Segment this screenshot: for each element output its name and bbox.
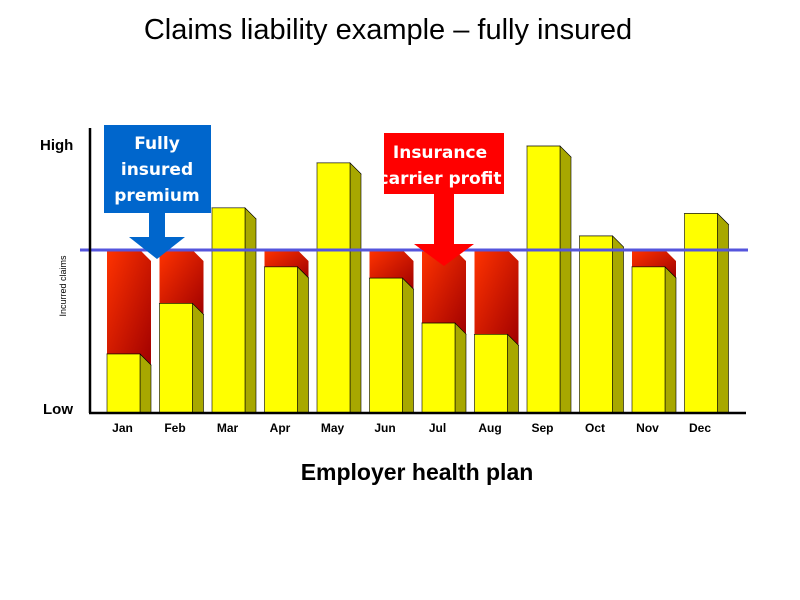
bar-sep <box>526 145 561 414</box>
bar-may <box>316 162 351 414</box>
profit-callout: Insurance carrier profit <box>379 133 504 266</box>
x-tick-label-may: May <box>321 421 345 435</box>
bar-feb <box>159 303 193 414</box>
y-tick-high: High <box>40 137 73 154</box>
profit-callout-line-1: Insurance <box>393 143 487 163</box>
premium-callout-line-1: Fully <box>134 134 180 154</box>
profit-callout-line-2: carrier profit <box>379 169 502 189</box>
y-tick-low: Low <box>43 401 73 418</box>
premium-callout-arrow <box>104 125 211 259</box>
bar-side-apr <box>297 266 309 414</box>
profit-segment-jan <box>107 250 151 365</box>
bar-aug <box>474 334 508 414</box>
axes <box>88 128 746 415</box>
bar-side-oct <box>612 235 624 414</box>
x-tick-labels: Jan Feb Mar Apr May Jun Jul Aug Sep Oct Nov Dec <box>112 421 711 435</box>
profit-segment-jul <box>422 250 466 335</box>
bar-side-jul <box>454 322 467 414</box>
chart-title: Claims liability example – fully insured <box>143 14 633 46</box>
bar-side-may <box>349 162 362 414</box>
x-axis-label: Employer health plan <box>301 459 534 485</box>
bar-jun <box>369 277 403 414</box>
x-tick-label-jun: Jun <box>374 421 395 435</box>
premium-callout-line-3: premium <box>114 186 199 206</box>
bar-jul <box>421 322 456 414</box>
x-tick-label-oct: Oct <box>585 421 605 435</box>
profit-segment-aug <box>474 250 519 346</box>
x-tick-label-jul: Jul <box>429 421 446 435</box>
bar-side-jun <box>402 277 414 414</box>
premium-callout: Fully insured premium <box>104 125 211 259</box>
x-tick-label-dec: Dec <box>689 421 711 435</box>
x-tick-label-feb: Feb <box>164 421 185 435</box>
bar-side-feb <box>192 302 204 414</box>
profit-segment-apr <box>264 250 309 278</box>
x-tick-label-sep: Sep <box>531 421 553 435</box>
y-axis-label: Incurred claims <box>58 255 68 317</box>
bar-side-mar <box>244 207 257 414</box>
bar-dec <box>684 213 718 414</box>
bar-side-dec <box>717 212 729 414</box>
bar-oct <box>579 235 613 414</box>
profit-segment-nov <box>632 250 676 278</box>
premium-callout-line-2: insured <box>121 160 193 180</box>
x-tick-label-nov: Nov <box>636 421 659 435</box>
bar-apr <box>264 266 298 414</box>
profit-callout-arrow <box>384 133 504 266</box>
bar-nov <box>631 266 666 414</box>
x-tick-label-aug: Aug <box>478 421 501 435</box>
bar-side-nov <box>664 266 677 414</box>
x-tick-label-jan: Jan <box>112 421 133 435</box>
profit-segment-feb <box>159 250 204 315</box>
bar-side-aug <box>507 333 519 414</box>
x-tick-label-apr: Apr <box>270 421 291 435</box>
profit-segment-jun <box>369 250 414 290</box>
bar-mar <box>211 207 246 414</box>
x-tick-label-mar: Mar <box>217 421 239 435</box>
bar-jan <box>106 353 141 414</box>
bars-group <box>106 145 730 414</box>
bar-side-sep <box>559 145 572 414</box>
